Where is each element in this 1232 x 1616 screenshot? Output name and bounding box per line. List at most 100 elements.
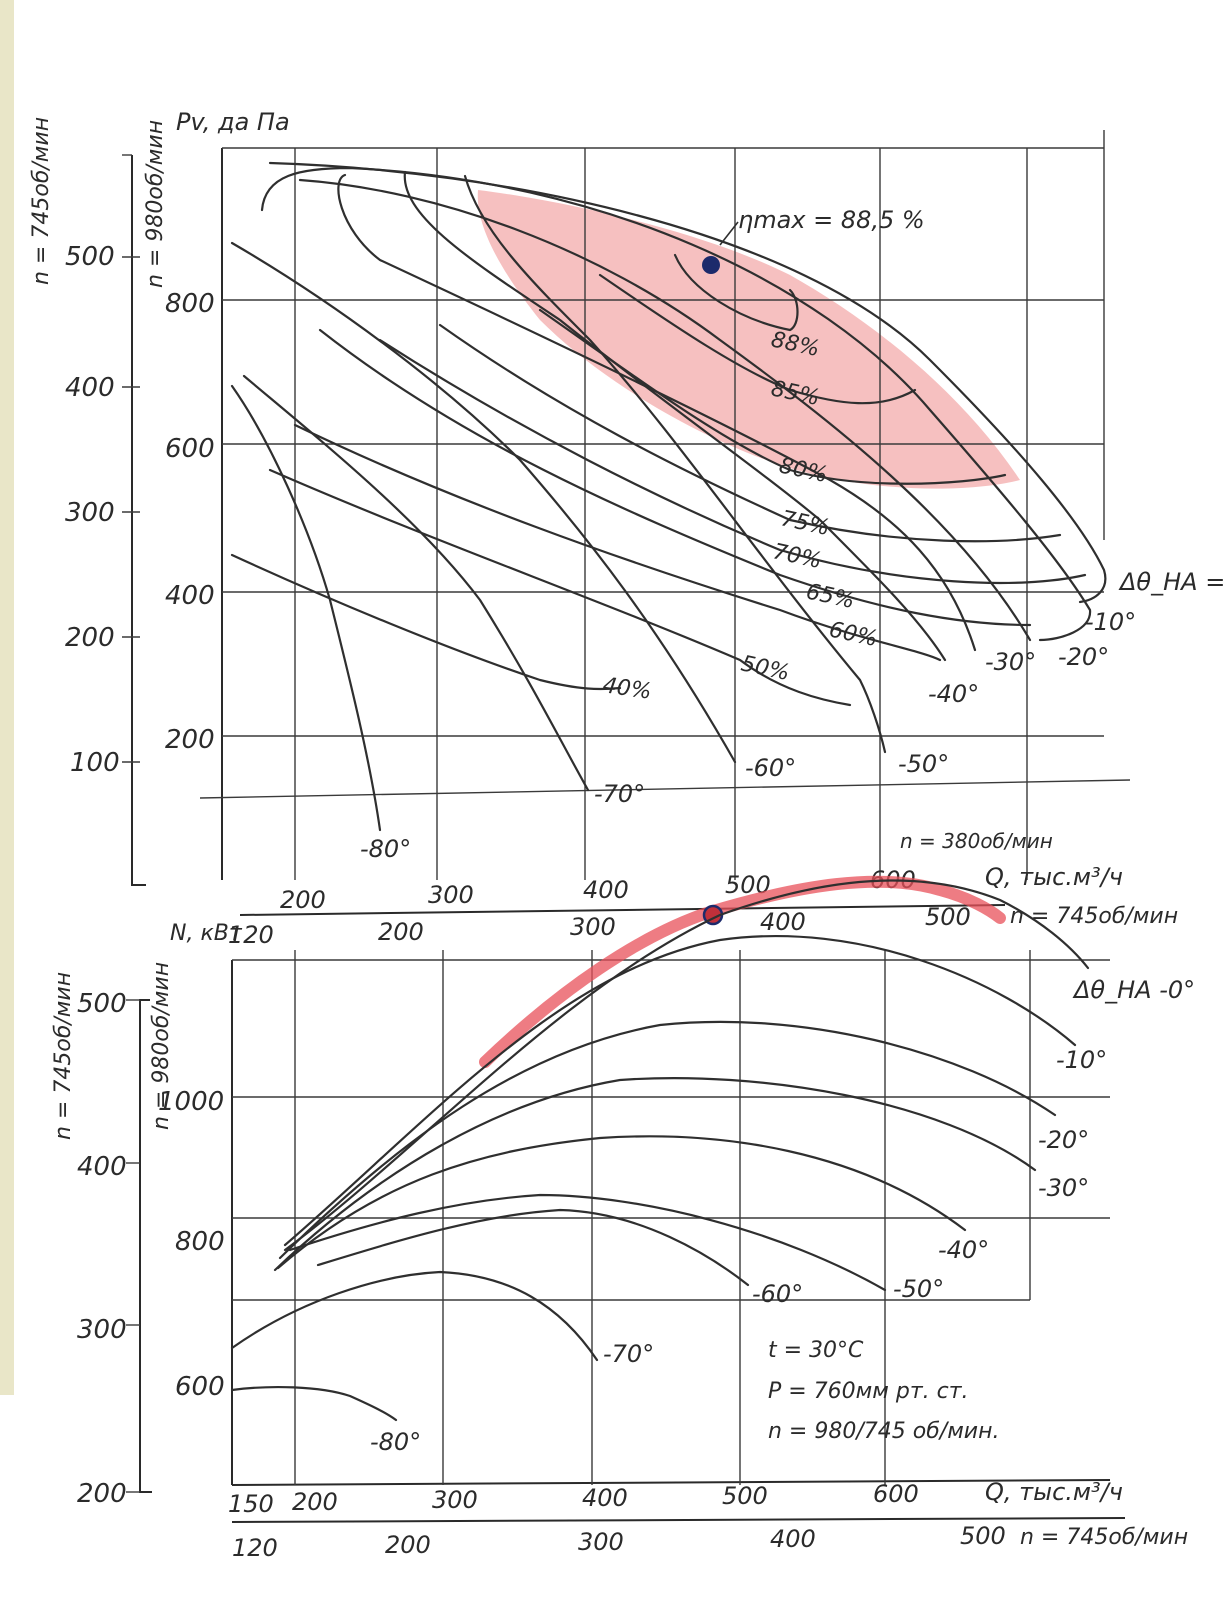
bottom-x-axis: 150 200 300 400 500 600 Q, тыс.м³/ч 120 … — [228, 1478, 1188, 1562]
curve-angle-50 — [463, 174, 887, 754]
px-tick-n-300: 300 — [578, 1528, 624, 1556]
y-tick-980-400: 400 — [165, 581, 215, 611]
angle-label-top-20: -20° — [1058, 643, 1109, 671]
pcurve-angle-70 — [230, 1270, 599, 1362]
y-tick-980-600: 600 — [165, 434, 215, 464]
curve-angle-20 — [298, 178, 1032, 642]
angle-label-top-10: -10° — [1085, 608, 1136, 636]
eff-40 — [230, 553, 622, 691]
p-tick-745-500: 500 — [77, 989, 127, 1019]
pcurve-angle-0 — [283, 879, 1090, 1252]
angle-label-bottom-50: -50° — [893, 1275, 944, 1303]
grid-line — [139, 999, 152, 1493]
angle-label-top-40: -40° — [928, 680, 979, 708]
angle-label-bottom-30: -30° — [1038, 1174, 1089, 1202]
top-x-axis: 200 300 400 500 600 Q, тыс.м³/ч 120 200 … — [228, 863, 1178, 949]
p-tick-745-200: 200 — [77, 1479, 127, 1509]
pcurve-angle-30 — [273, 1077, 1037, 1272]
angle-label-top-60: -60° — [745, 754, 796, 782]
pcurve-angle-50 — [288, 1193, 887, 1292]
x-tick-n-400: 400 — [760, 908, 806, 936]
px-tick-q-600: 600 — [873, 1480, 919, 1508]
p-tick-980-600: 600 — [175, 1372, 225, 1402]
p-axis-label-power: N, кВт — [170, 921, 243, 946]
condition-temperature: t = 30°C — [768, 1338, 864, 1363]
condition-speed: n = 980/745 об/мин. — [768, 1419, 999, 1444]
y-axis-label-980: n = 980об/мин — [143, 120, 168, 288]
x-tick-q-200: 200 — [280, 886, 326, 914]
px-tick-q-200: 200 — [292, 1488, 338, 1516]
eff-70 — [378, 338, 1087, 585]
bottom-grid — [232, 950, 1110, 1485]
paper-edge-strip — [0, 0, 14, 1395]
angle-label-bottom-10: -10° — [1056, 1046, 1107, 1074]
x-tick-q-300: 300 — [428, 881, 474, 909]
grid-line — [199, 779, 1131, 799]
curve-angle-30 — [337, 173, 977, 652]
px-tick-q-500: 500 — [722, 1482, 768, 1510]
top-left-axis-980: 800 600 400 200 n = 980об/мин Pv, да Па — [143, 108, 290, 755]
angle-label-bottom-80: -80° — [370, 1428, 421, 1456]
eff-label-65: 65% — [804, 579, 857, 614]
bottom-left-axes: 500 400 300 200 n = 745об/мин 1000 800 6… — [51, 921, 243, 1509]
condition-pressure: P = 760мм рт. ст. — [768, 1379, 969, 1404]
angle-label-top-70: -70° — [594, 780, 645, 808]
px-tick-n-500: 500 — [960, 1522, 1006, 1550]
curve-angle-80 — [230, 384, 382, 832]
eff-50 — [268, 468, 852, 707]
px-tick-n-200: 200 — [385, 1531, 431, 1559]
angle-label-title-top: Δθ_НА = — [1118, 568, 1225, 596]
angle-label-bottom-70: -70° — [603, 1340, 654, 1368]
pcurve-angle-60 — [316, 1208, 750, 1287]
p-tick-745-300: 300 — [77, 1315, 127, 1345]
x-axis-label-q-top: Q, тыс.м³/ч — [985, 863, 1123, 891]
eff-85 — [598, 273, 917, 405]
operating-band — [479, 875, 1006, 1068]
angle-label-top-30: -30° — [985, 648, 1036, 676]
x-axis-label-n-top: n = 745об/мин — [1010, 904, 1178, 929]
x-tick-n-500: 500 — [925, 903, 971, 931]
px-tick-q-300: 300 — [432, 1486, 478, 1514]
curve-angle-10 — [260, 166, 1092, 642]
x-tick-n-200: 200 — [378, 918, 424, 946]
p-axis-label-745: n = 745об/мин — [51, 972, 76, 1140]
angle-label-title-bottom: Δθ_НА -0° — [1072, 976, 1195, 1004]
eff-label-40: 40% — [601, 673, 653, 705]
eff-label-60: 60% — [827, 617, 880, 652]
bottom-angle-curves — [230, 879, 1090, 1422]
pcurve-angle-40 — [276, 1135, 967, 1270]
efficiency-zone-shading — [477, 190, 1020, 489]
y-tick-745-400: 400 — [65, 373, 115, 403]
pressure-chart: 500 400 300 200 100 n = 745об/мин 800 60… — [29, 108, 1225, 949]
curve-angle-60 — [230, 241, 737, 764]
y-tick-745-500: 500 — [65, 242, 115, 272]
eff-60 — [293, 423, 942, 662]
px-tick-n-400: 400 — [770, 1525, 816, 1553]
angle-label-bottom-40: -40° — [938, 1236, 989, 1264]
px-tick-q-400: 400 — [582, 1484, 628, 1512]
bottom-plot-x-axis — [231, 1479, 1111, 1486]
speed-note: n = 380об/мин — [900, 829, 1053, 853]
pcurve-angle-80 — [230, 1385, 398, 1422]
top-angle-curves — [230, 161, 1107, 832]
eff-label-50: 50% — [739, 651, 792, 686]
eff-65 — [318, 328, 1032, 627]
px-axis-label-q: Q, тыс.м³/ч — [985, 1478, 1123, 1506]
px-tick-q-150: 150 — [228, 1490, 274, 1518]
angle-label-top-80: -80° — [360, 835, 411, 863]
eff-88 — [673, 253, 799, 332]
pcurve-angle-10 — [283, 935, 1077, 1247]
angle-label-top-50: -50° — [898, 750, 949, 778]
curve-angle-40 — [403, 170, 947, 662]
eta-max-point — [702, 256, 720, 274]
y-axis-label-pressure: Pv, да Па — [176, 108, 290, 136]
y-tick-980-800: 800 — [165, 289, 215, 319]
grid-line — [231, 1517, 1126, 1523]
p-tick-745-400: 400 — [77, 1152, 127, 1182]
y-tick-745-100: 100 — [70, 748, 120, 778]
px-axis-label-n: n = 745об/мин — [1020, 1525, 1188, 1550]
angle-label-bottom-20: -20° — [1038, 1126, 1089, 1154]
top-left-axis-745: 500 400 300 200 100 n = 745об/мин — [29, 117, 146, 886]
top-efficiency-curves — [230, 253, 1087, 707]
